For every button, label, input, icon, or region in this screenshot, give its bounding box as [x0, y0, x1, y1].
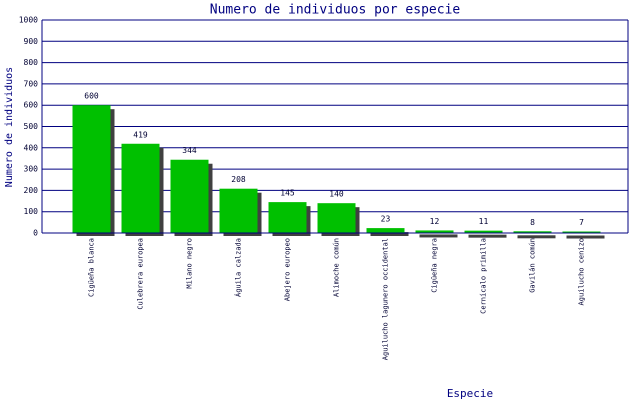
- bar: [366, 228, 405, 233]
- bar: [219, 188, 258, 233]
- value-label: 7: [579, 218, 584, 227]
- chart-title: Numero de individuos por especie: [210, 3, 461, 18]
- value-label: 208: [231, 175, 246, 184]
- bar: [513, 231, 552, 233]
- bar: [562, 231, 601, 233]
- x-tick-label: Aguilucho lagunero occidental: [382, 238, 390, 360]
- x-tick-label: Águila calzada: [234, 238, 243, 297]
- y-tick-label: 400: [24, 143, 39, 152]
- y-tick-label: 1000: [19, 16, 38, 25]
- value-label: 11: [479, 217, 489, 226]
- bar-shadow: [370, 232, 409, 236]
- bar: [415, 230, 454, 233]
- bar-shadow: [419, 234, 458, 238]
- value-label: 145: [280, 189, 295, 198]
- x-tick-label: Abejero europeo: [284, 238, 292, 301]
- value-label: 23: [381, 215, 391, 224]
- bar-shadow: [468, 234, 507, 238]
- bar: [72, 105, 111, 233]
- bar: [464, 230, 503, 233]
- value-label: 600: [84, 92, 99, 101]
- x-tick-label: Cigüeña negra: [431, 238, 439, 293]
- value-label: 344: [182, 146, 197, 155]
- value-label: 140: [329, 190, 344, 199]
- x-tick-label: Gavilán común: [529, 238, 537, 293]
- value-label: 8: [530, 218, 535, 227]
- y-tick-label: 600: [24, 101, 39, 110]
- bar: [268, 202, 307, 233]
- y-tick-label: 900: [24, 37, 39, 46]
- x-tick-label: Cernícalo primilla: [480, 238, 488, 314]
- x-tick-label: Aguilucho cenizo: [578, 238, 586, 305]
- y-tick-label: 300: [24, 165, 39, 174]
- x-tick-label: Culebrera europea: [137, 238, 145, 310]
- y-tick-label: 800: [24, 58, 39, 67]
- bar: [121, 143, 160, 233]
- y-tick-label: 500: [24, 122, 39, 131]
- y-tick-label: 200: [24, 186, 39, 195]
- bar: [170, 159, 209, 233]
- x-axis-label: Especie: [447, 387, 493, 400]
- y-axis-label: Numero de individuos: [4, 67, 15, 187]
- value-label: 12: [430, 217, 440, 226]
- bar-shadow: [517, 235, 556, 239]
- y-tick-label: 0: [33, 229, 38, 238]
- x-tick-label: Cigüeña blanca: [88, 238, 96, 297]
- y-tick-label: 100: [24, 207, 39, 216]
- bar-shadow: [566, 235, 605, 239]
- bar: [317, 203, 356, 233]
- y-tick-label: 700: [24, 79, 39, 88]
- value-label: 419: [133, 130, 148, 139]
- x-tick-label: Alimoche común: [333, 238, 341, 297]
- x-tick-label: Milano negro: [186, 238, 194, 289]
